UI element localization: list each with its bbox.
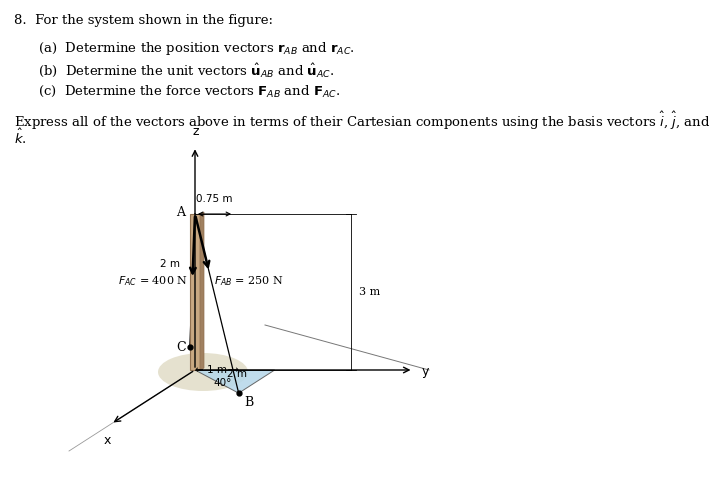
- Text: (c)  Determine the force vectors $\mathbf{F}_{AB}$ and $\mathbf{F}_{AC}$.: (c) Determine the force vectors $\mathbf…: [38, 84, 340, 99]
- Text: $\hat{k}$.: $\hat{k}$.: [14, 128, 27, 147]
- Text: A: A: [176, 205, 185, 218]
- Text: (a)  Determine the position vectors $\mathbf{r}_{AB}$ and $\mathbf{r}_{AC}$.: (a) Determine the position vectors $\mat…: [38, 40, 355, 57]
- Text: $F_{AC}$ = 400 N: $F_{AC}$ = 400 N: [118, 274, 187, 288]
- Text: 2 m: 2 m: [227, 369, 247, 379]
- Text: Express all of the vectors above in terms of their Cartesian components using th: Express all of the vectors above in term…: [14, 110, 709, 132]
- Text: C: C: [176, 341, 186, 354]
- Text: z: z: [193, 126, 199, 139]
- Text: (b)  Determine the unit vectors $\hat{\mathbf{u}}_{AB}$ and $\hat{\mathbf{u}}_{A: (b) Determine the unit vectors $\hat{\ma…: [38, 62, 335, 79]
- Text: B: B: [245, 396, 254, 409]
- Ellipse shape: [158, 353, 248, 391]
- Text: y: y: [421, 365, 429, 378]
- Polygon shape: [200, 212, 204, 370]
- Text: 0.75 m: 0.75 m: [196, 194, 233, 204]
- Polygon shape: [190, 214, 200, 370]
- Text: $F_{AB}$ = 250 N: $F_{AB}$ = 250 N: [214, 274, 284, 288]
- Text: 8.  For the system shown in the figure:: 8. For the system shown in the figure:: [14, 14, 273, 27]
- Polygon shape: [195, 370, 274, 393]
- Text: 40°: 40°: [214, 378, 232, 388]
- Text: x: x: [104, 434, 111, 447]
- Text: 3 m: 3 m: [359, 287, 380, 297]
- Text: ← 1 m →: ← 1 m →: [195, 365, 239, 375]
- Text: 2 m: 2 m: [160, 259, 180, 269]
